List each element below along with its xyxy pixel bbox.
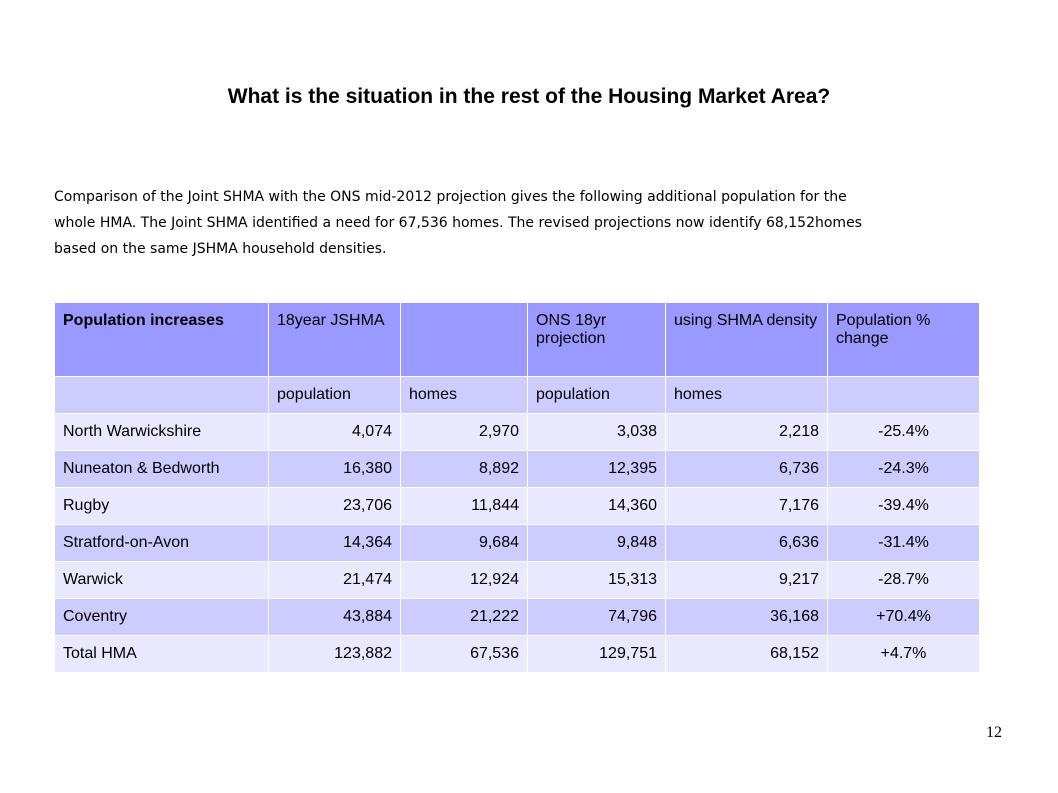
table-row: North Warwickshire 4,074 2,970 3,038 2,2… bbox=[54, 413, 980, 451]
value-cell: 23,706 bbox=[268, 487, 401, 525]
area-cell: North Warwickshire bbox=[54, 413, 269, 451]
table-subheader-row: population homes population homes bbox=[54, 376, 980, 414]
value-cell: 7,176 bbox=[665, 487, 828, 525]
percent-cell: -25.4% bbox=[827, 413, 980, 451]
value-cell: 67,536 bbox=[400, 635, 528, 673]
value-cell: 14,364 bbox=[268, 524, 401, 562]
table-row: Nuneaton & Bedworth 16,380 8,892 12,395 … bbox=[54, 450, 980, 488]
value-cell: 14,360 bbox=[527, 487, 666, 525]
table-row-total: Total HMA 123,882 67,536 129,751 68,152 … bbox=[54, 635, 980, 673]
intro-line: based on the same JSHMA household densit… bbox=[54, 241, 387, 257]
value-cell: 12,395 bbox=[527, 450, 666, 488]
value-cell: 43,884 bbox=[268, 598, 401, 636]
intro-line: whole HMA. The Joint SHMA identified a n… bbox=[54, 215, 862, 231]
header-cell: Population increases bbox=[54, 302, 269, 377]
percent-cell: +70.4% bbox=[827, 598, 980, 636]
header-cell bbox=[400, 302, 528, 377]
value-cell: 74,796 bbox=[527, 598, 666, 636]
value-cell: 9,217 bbox=[665, 561, 828, 599]
value-cell: 123,882 bbox=[268, 635, 401, 673]
value-cell: 6,636 bbox=[665, 524, 828, 562]
subheader-cell: homes bbox=[400, 376, 528, 414]
table-row: Rugby 23,706 11,844 14,360 7,176 -39.4% bbox=[54, 487, 980, 525]
intro-paragraph: Comparison of the Joint SHMA with the ON… bbox=[54, 184, 1014, 262]
header-cell: ONS 18yr projection bbox=[527, 302, 666, 377]
subheader-cell: homes bbox=[665, 376, 828, 414]
value-cell: 6,736 bbox=[665, 450, 828, 488]
value-cell: 68,152 bbox=[665, 635, 828, 673]
value-cell: 9,848 bbox=[527, 524, 666, 562]
subheader-cell bbox=[827, 376, 980, 414]
intro-line: Comparison of the Joint SHMA with the ON… bbox=[54, 189, 847, 205]
value-cell: 15,313 bbox=[527, 561, 666, 599]
table-row: Coventry 43,884 21,222 74,796 36,168 +70… bbox=[54, 598, 980, 636]
percent-cell: +4.7% bbox=[827, 635, 980, 673]
area-cell: Nuneaton & Bedworth bbox=[54, 450, 269, 488]
value-cell: 21,474 bbox=[268, 561, 401, 599]
subheader-cell bbox=[54, 376, 269, 414]
value-cell: 36,168 bbox=[665, 598, 828, 636]
value-cell: 11,844 bbox=[400, 487, 528, 525]
percent-cell: -24.3% bbox=[827, 450, 980, 488]
value-cell: 4,074 bbox=[268, 413, 401, 451]
header-cell: using SHMA density bbox=[665, 302, 828, 377]
value-cell: 2,218 bbox=[665, 413, 828, 451]
percent-cell: -31.4% bbox=[827, 524, 980, 562]
value-cell: 2,970 bbox=[400, 413, 528, 451]
page-number: 12 bbox=[986, 724, 1002, 741]
value-cell: 12,924 bbox=[400, 561, 528, 599]
area-cell: Stratford-on-Avon bbox=[54, 524, 269, 562]
value-cell: 3,038 bbox=[527, 413, 666, 451]
header-cell: Population % change bbox=[827, 302, 980, 377]
subheader-cell: population bbox=[527, 376, 666, 414]
value-cell: 21,222 bbox=[400, 598, 528, 636]
table-header-row: Population increases 18year JSHMA ONS 18… bbox=[54, 302, 980, 377]
value-cell: 129,751 bbox=[527, 635, 666, 673]
subheader-cell: population bbox=[268, 376, 401, 414]
percent-cell: -28.7% bbox=[827, 561, 980, 599]
value-cell: 8,892 bbox=[400, 450, 528, 488]
value-cell: 9,684 bbox=[400, 524, 528, 562]
page-title: What is the situation in the rest of the… bbox=[227, 85, 831, 108]
table-row: Stratford-on-Avon 14,364 9,684 9,848 6,6… bbox=[54, 524, 980, 562]
header-cell: 18year JSHMA bbox=[268, 302, 401, 377]
area-cell: Total HMA bbox=[54, 635, 269, 673]
area-cell: Coventry bbox=[54, 598, 269, 636]
population-table: Population increases 18year JSHMA ONS 18… bbox=[54, 302, 980, 673]
area-cell: Rugby bbox=[54, 487, 269, 525]
value-cell: 16,380 bbox=[268, 450, 401, 488]
percent-cell: -39.4% bbox=[827, 487, 980, 525]
area-cell: Warwick bbox=[54, 561, 269, 599]
table-row: Warwick 21,474 12,924 15,313 9,217 -28.7… bbox=[54, 561, 980, 599]
